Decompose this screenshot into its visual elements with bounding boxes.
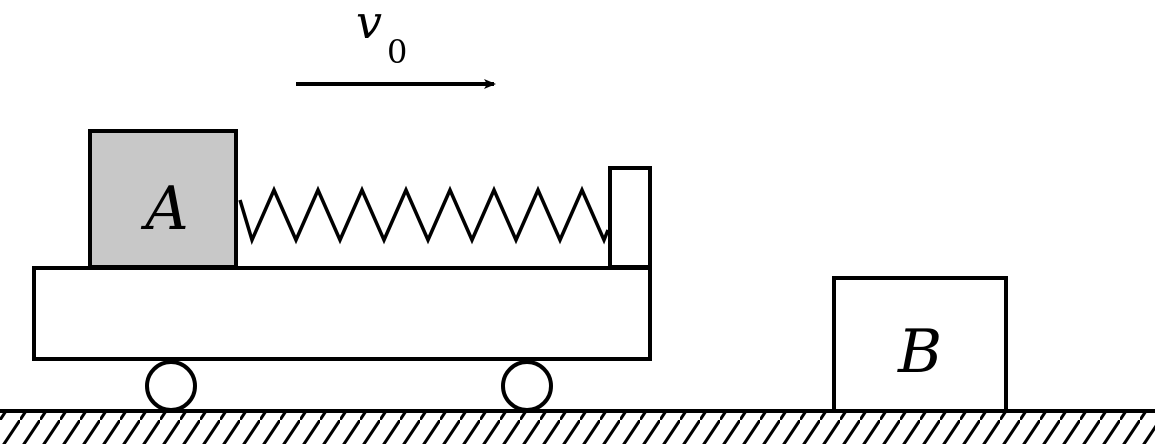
cart-stopper bbox=[608, 166, 652, 269]
block-a-label: A bbox=[140, 174, 188, 244]
velocity-symbol: v bbox=[356, 0, 382, 49]
block-a: A bbox=[88, 129, 238, 269]
spring bbox=[238, 185, 610, 246]
cart-body bbox=[32, 266, 652, 361]
block-b-label: B bbox=[897, 317, 942, 387]
ground-hatching bbox=[0, 413, 1155, 444]
ground bbox=[0, 409, 1155, 444]
cart-wheel-right bbox=[501, 360, 553, 412]
velocity-subscript: 0 bbox=[387, 33, 407, 71]
velocity-label: v 0 bbox=[356, 0, 407, 71]
block-b: B bbox=[832, 276, 1008, 413]
block-b-body bbox=[832, 276, 1008, 413]
cart-wheel-left bbox=[145, 360, 197, 412]
